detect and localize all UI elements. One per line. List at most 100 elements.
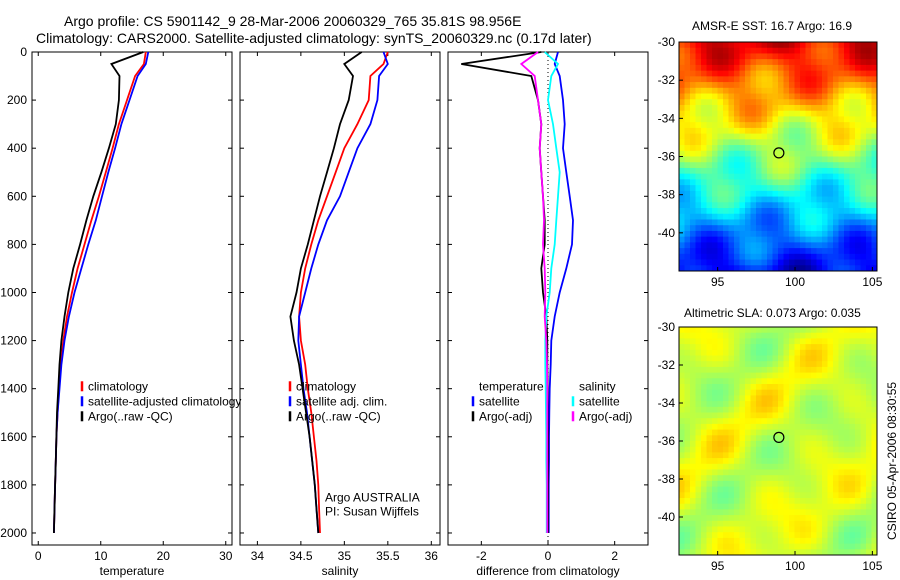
map-cell	[811, 76, 817, 83]
map-cell	[811, 213, 817, 220]
map-cell	[734, 196, 740, 203]
map-cell	[778, 173, 784, 180]
map-cell	[844, 110, 850, 117]
map-cell	[789, 179, 795, 186]
map-cell	[750, 122, 757, 129]
map-cell	[745, 248, 751, 255]
map-cell	[827, 452, 834, 459]
map-cell	[860, 213, 867, 220]
map-cell	[712, 423, 718, 430]
map-cell	[811, 446, 817, 453]
map-cell	[849, 190, 856, 197]
map-cell	[838, 225, 845, 232]
map-cell	[756, 59, 762, 66]
map-cell	[728, 122, 735, 129]
map-cell	[679, 185, 685, 192]
map-cell	[789, 133, 795, 140]
map-cell	[750, 190, 757, 197]
map-cell	[728, 327, 735, 334]
map-cell	[739, 327, 746, 334]
map-cell	[695, 384, 702, 391]
map-cell	[844, 236, 850, 243]
map-cell	[772, 150, 779, 157]
map-cell	[772, 225, 779, 232]
map-cell	[723, 59, 729, 66]
map-cell	[827, 230, 834, 238]
map-cell	[860, 93, 867, 100]
map-cell	[838, 139, 845, 146]
map-cell	[783, 82, 790, 89]
map-cell	[728, 196, 735, 203]
map-cell	[849, 366, 856, 373]
map-cell	[844, 492, 850, 499]
map-cell	[767, 173, 773, 180]
map-cell	[739, 418, 746, 425]
map-cell	[827, 543, 834, 550]
map-cell	[706, 503, 713, 510]
map-cell	[811, 64, 817, 72]
map-cell	[767, 480, 773, 487]
map-cell	[717, 441, 724, 448]
map-cell	[827, 395, 834, 402]
map-cell	[767, 532, 773, 539]
map-cell	[778, 59, 784, 66]
map-cell	[739, 338, 746, 345]
map-cell	[734, 526, 740, 533]
map-cell	[695, 162, 702, 169]
map-cell	[838, 366, 845, 373]
map-cell	[811, 509, 817, 516]
map-cell	[778, 435, 784, 442]
map-cell	[701, 248, 707, 255]
map-cell	[822, 64, 828, 72]
map-cell	[745, 412, 751, 419]
map-cell	[772, 87, 779, 94]
map-cell	[695, 429, 702, 436]
map-cell	[811, 412, 817, 419]
map-cell	[789, 406, 795, 413]
map-cell	[750, 104, 757, 112]
map-cell	[679, 498, 685, 505]
map-cell	[679, 259, 685, 266]
map-cell	[871, 349, 878, 356]
map-cell	[739, 145, 746, 152]
map-cell	[822, 93, 828, 100]
map-cell	[827, 127, 834, 135]
map-cell	[767, 150, 773, 157]
map-cell	[756, 378, 762, 385]
map-cell	[772, 480, 779, 487]
map-cell	[778, 423, 784, 430]
map-cell	[756, 93, 762, 100]
map-cell	[800, 486, 806, 493]
map-cell	[723, 133, 729, 140]
map-cell	[805, 469, 812, 476]
map-cell	[866, 543, 872, 550]
map-cell	[805, 59, 812, 66]
map-cell	[723, 372, 729, 379]
map-cell	[794, 179, 801, 186]
map-cell	[871, 122, 878, 129]
map-cell	[723, 110, 729, 117]
map-cell	[816, 93, 823, 100]
map-cell	[772, 208, 779, 215]
map-cell	[695, 202, 702, 209]
map-cell	[728, 64, 735, 72]
map-cell	[701, 219, 707, 226]
map-cell	[860, 406, 867, 413]
map-cell	[778, 486, 784, 493]
map-cell	[844, 242, 850, 249]
map-cell	[794, 526, 801, 533]
map-cell	[695, 219, 702, 226]
map-cell	[717, 110, 724, 117]
map-cell	[783, 202, 790, 209]
map-cell	[800, 253, 806, 260]
map-cell	[717, 361, 724, 368]
map-cell	[789, 458, 795, 465]
map-cell	[717, 406, 724, 413]
map-cell	[783, 446, 790, 453]
map-cell	[750, 127, 757, 135]
map-cell	[690, 82, 696, 89]
map-cell	[679, 53, 685, 60]
map-cell	[756, 498, 762, 505]
map-cell	[772, 248, 779, 255]
map-cell	[860, 173, 867, 180]
